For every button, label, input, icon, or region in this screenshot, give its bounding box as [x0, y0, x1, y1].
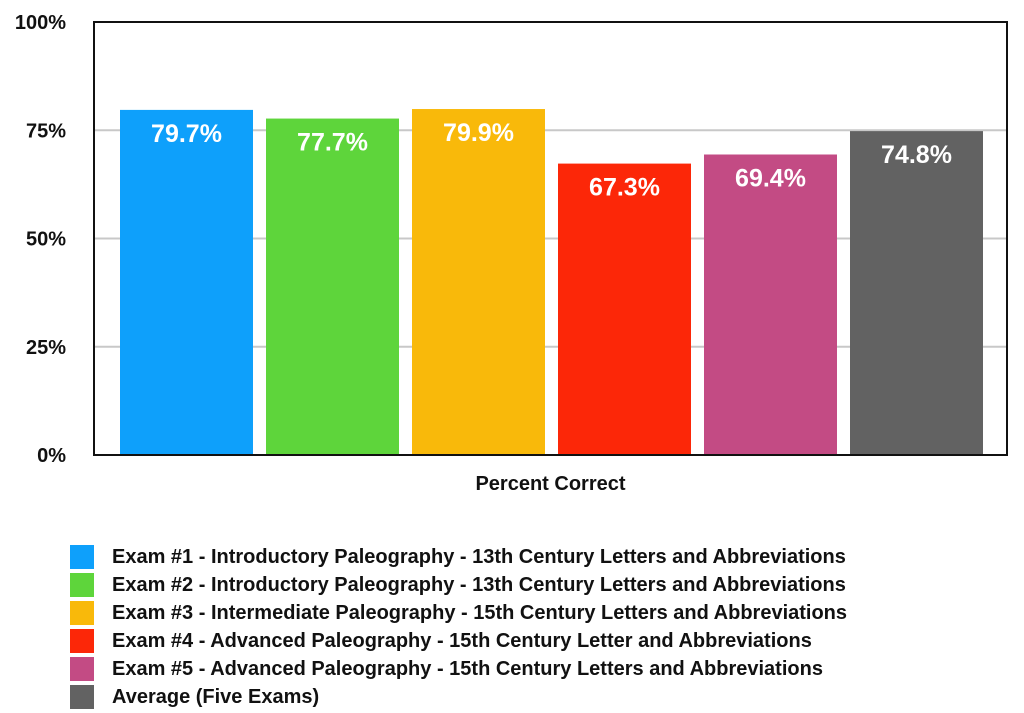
legend-label: Exam #3 - Intermediate Paleography - 15t… — [112, 601, 848, 624]
legend-label: Exam #1 - Introductory Paleography - 13t… — [112, 545, 846, 568]
legend-swatch — [70, 545, 94, 569]
y-tick-label: 75% — [26, 120, 66, 142]
legend-label: Average (Five Exams) — [112, 685, 320, 708]
bar-value-label: 79.9% — [443, 119, 514, 147]
bar-value-label: 77.7% — [297, 129, 368, 157]
bar-value-label: 69.4% — [735, 164, 806, 192]
legend-label: Exam #5 - Advanced Paleography - 15th Ce… — [112, 657, 823, 680]
y-tick-label: 50% — [26, 229, 66, 251]
legend-item: Exam #5 - Advanced Paleography - 15th Ce… — [70, 655, 847, 683]
bars: 79.7% 77.7% 79.9% 67.3% 69.4% 74.8% — [120, 109, 983, 456]
y-tick-label: 0% — [37, 445, 66, 467]
legend-swatch — [70, 685, 94, 709]
bar-exam-1 — [120, 109, 253, 456]
x-axis-label: Percent Correct — [475, 473, 625, 495]
legend-item: Exam #2 - Introductory Paleography - 13t… — [70, 571, 847, 599]
bar-exam-3 — [412, 109, 545, 456]
y-tick-label: 100% — [15, 12, 66, 34]
bar-value-label: 79.7% — [151, 120, 222, 148]
bar-exam-4 — [558, 163, 691, 455]
legend-swatch — [70, 657, 94, 681]
bar-value-label: 67.3% — [589, 174, 660, 202]
legend-swatch — [70, 601, 94, 625]
y-tick-label: 25% — [26, 337, 66, 359]
plot-frame — [93, 21, 1008, 456]
legend-label: Exam #4 - Advanced Paleography - 15th Ce… — [112, 629, 812, 652]
legend-item: Exam #3 - Intermediate Paleography - 15t… — [70, 599, 847, 627]
legend-item: Average (Five Exams) — [70, 683, 847, 711]
legend-swatch — [70, 629, 94, 653]
legend-item: Exam #4 - Advanced Paleography - 15th Ce… — [70, 627, 847, 655]
y-axis-ticks: 0% 25% 50% 75% 100% — [15, 12, 66, 467]
legend-label: Exam #2 - Introductory Paleography - 13t… — [112, 573, 846, 596]
bar-value-label: 74.8% — [881, 141, 952, 169]
bar-exam-5 — [704, 154, 837, 456]
legend: Exam #1 - Introductory Paleography - 13t… — [70, 543, 847, 711]
bar-exam-6 — [850, 131, 983, 455]
legend-swatch — [70, 573, 94, 597]
bar-exam-2 — [266, 118, 399, 456]
legend-item: Exam #1 - Introductory Paleography - 13t… — [70, 543, 847, 571]
